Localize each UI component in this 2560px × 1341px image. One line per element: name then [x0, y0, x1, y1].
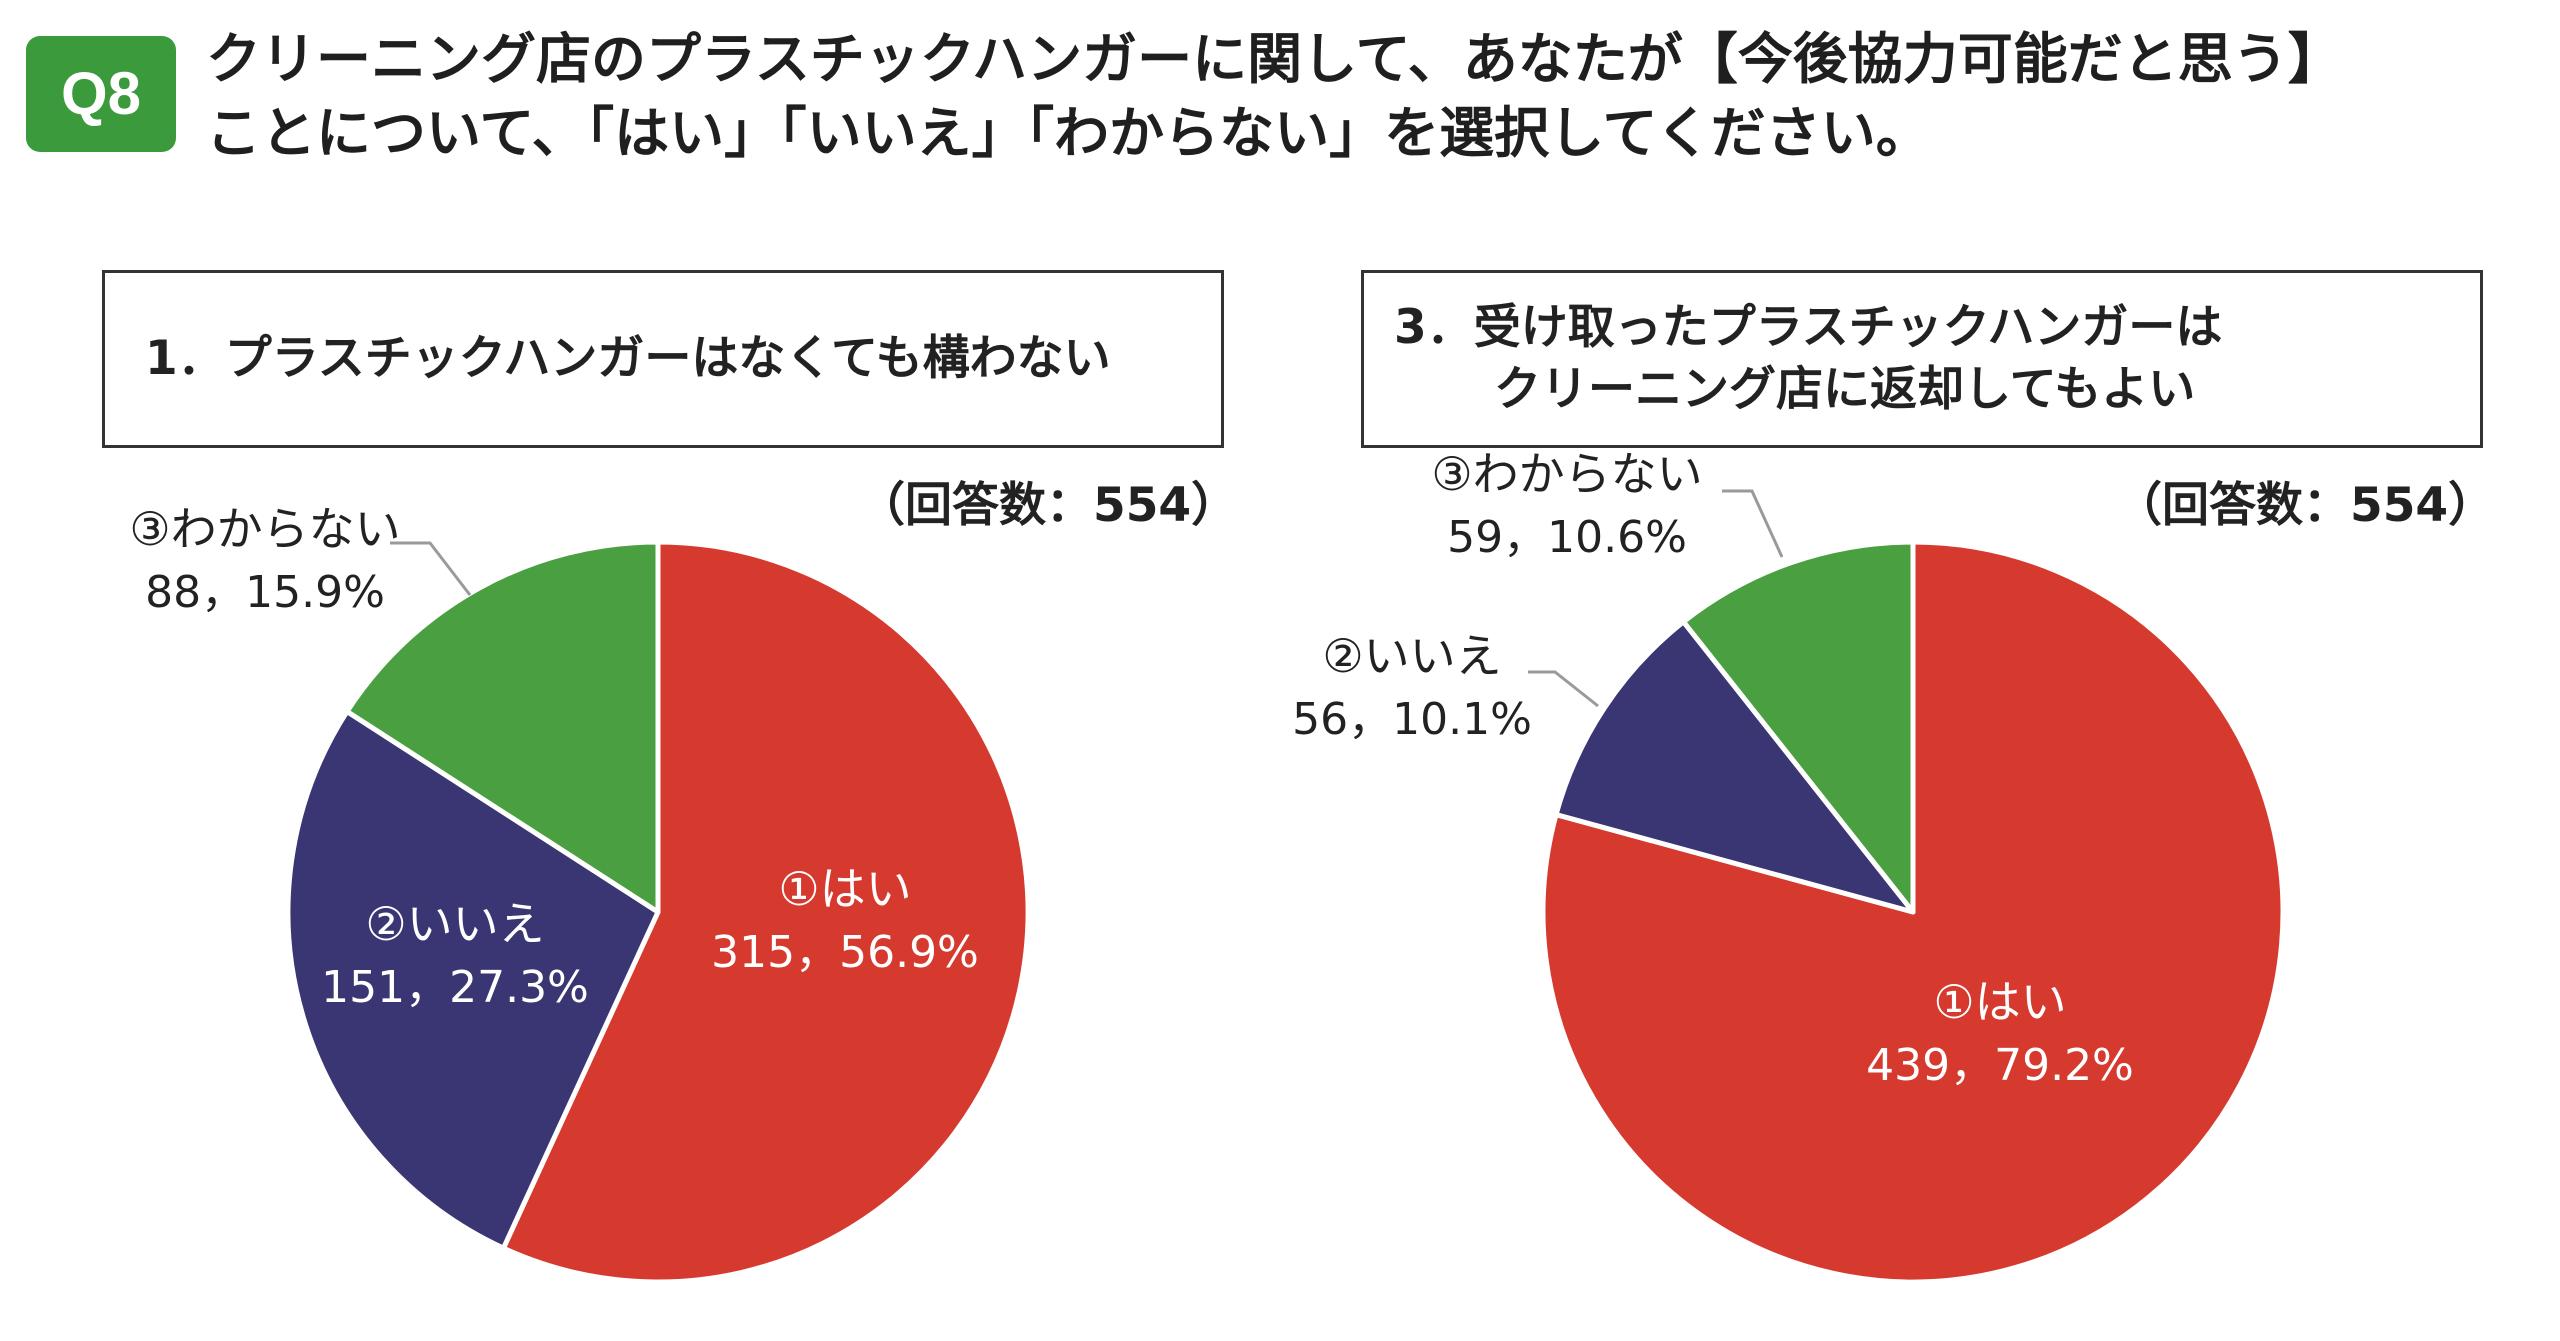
slice-label-2-2: ②いいえ	[1322, 629, 1501, 683]
question-text: クリーニング店のプラスチックハンガーに関して、あなたが【今後協力可能だと思う】 …	[206, 22, 2536, 170]
pie-chart-2: ①はい 439，79.2% ②いいえ 56，10.1% ③わからない 59，10.6%	[1292, 447, 2286, 1285]
pie-slice-2-1	[1540, 539, 2286, 1285]
question-line-2: ことについて、「はい」「いいえ」「わからない」を選択してください。	[206, 101, 1931, 165]
chart-2-title-line-1: 3．受け取ったプラスチックハンガーは	[1394, 300, 2223, 355]
slice-value-2-3: 59，10.6%	[1447, 512, 1687, 563]
slice-value-1-1: 315，56.9%	[711, 927, 979, 978]
question-number-badge: Q8	[26, 36, 176, 152]
slice-label-2-1: ①はい	[1933, 975, 2066, 1029]
slice-value-1-3: 88，15.9%	[145, 567, 385, 618]
leader-line-1-3	[390, 541, 472, 596]
leader-line-2-2	[1528, 670, 1599, 708]
pie-chart-1: ①はい 315，56.9% ②いいえ 151，27.3% ③わからない 88，15.9%	[129, 502, 1031, 1285]
slice-label-2-3: ③わからない	[1431, 447, 1702, 501]
slice-value-2-1: 439，79.2%	[1866, 1040, 2134, 1091]
slice-value-1-2: 151，27.3%	[321, 962, 589, 1013]
chart-1-title: 1．プラスチックハンガーはなくても構わない	[145, 331, 1111, 386]
slice-value-2-2: 56，10.1%	[1292, 694, 1532, 745]
pie-slice-2-2	[1553, 619, 1916, 915]
pie-slice-1-3	[344, 539, 661, 915]
chart-2-respondents: （回答数：554）	[2115, 478, 2496, 533]
slice-label-1-2: ②いいえ	[365, 897, 544, 951]
pie-slice-1-2	[285, 708, 661, 1251]
chart-2-title-line-2: クリーニング店に返却してもよい	[1494, 362, 2196, 417]
pie-slice-1-1	[500, 539, 1031, 1285]
slice-label-1-3: ③わからない	[129, 502, 400, 556]
slice-label-1-1: ①はい	[778, 862, 911, 916]
question-line-1: クリーニング店のプラスチックハンガーに関して、あなたが【今後協力可能だと思う】	[206, 27, 2343, 91]
chart-1-respondents: （回答数：554）	[858, 478, 1239, 533]
chart-2-title-box: 3．受け取ったプラスチックハンガーは クリーニング店に返却してもよい	[1361, 270, 2483, 448]
pie-slice-2-3	[1680, 539, 1916, 915]
chart-1-title-box: 1．プラスチックハンガーはなくても構わない	[102, 270, 1224, 448]
leader-line-2-3	[1722, 489, 1784, 558]
